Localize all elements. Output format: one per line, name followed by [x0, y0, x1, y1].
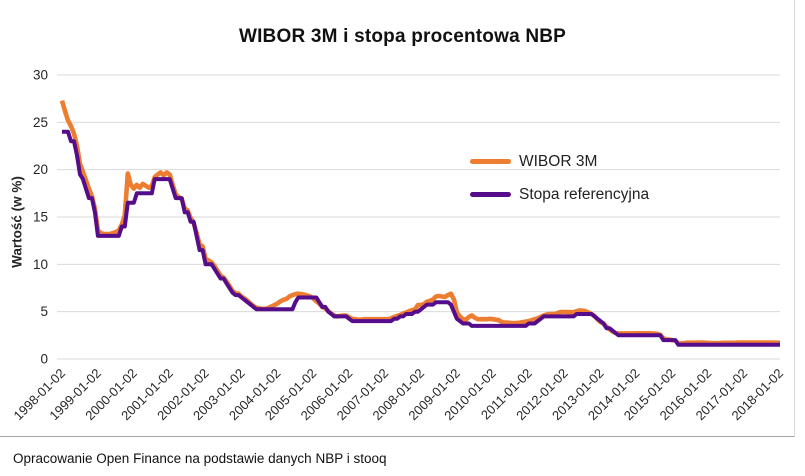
source-note: Opracowanie Open Finance na podstawie da… [13, 451, 387, 466]
legend: WIBOR 3M Stopa referencyjna [470, 152, 649, 218]
wibor-3m-line-swatch [470, 159, 511, 164]
legend-item-wibor-3m: WIBOR 3M [470, 152, 649, 171]
legend-label-stopa-referencyjna: Stopa referencyjna [519, 185, 650, 203]
y-tick-label: 5 [40, 304, 48, 319]
legend-label-wibor-3m: WIBOR 3M [519, 152, 598, 170]
y-tick-label: 25 [33, 115, 48, 130]
y-tick-label: 30 [33, 68, 48, 83]
legend-item-stopa-referencyjna: Stopa referencyjna [470, 185, 649, 204]
y-tick-label: 15 [33, 210, 48, 225]
y-tick-label: 20 [33, 162, 48, 177]
chart-border [0, 0, 795, 437]
stopa-referencyjna-line-swatch [470, 192, 511, 197]
y-tick-label: 10 [33, 257, 48, 272]
chart-title: WIBOR 3M i stopa procentowa NBP [238, 26, 567, 47]
series-line-stopa-referencyjna [62, 129, 780, 347]
y-tick-label: 0 [40, 352, 48, 367]
